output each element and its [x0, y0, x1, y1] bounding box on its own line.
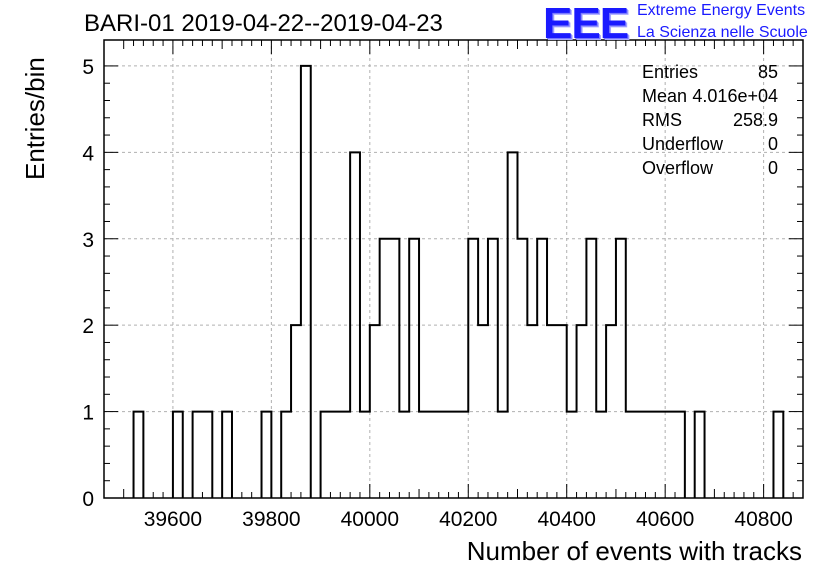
- y-tick-label: 1: [82, 402, 94, 425]
- histogram-series: [132, 64, 785, 498]
- x-tick-label: 40800: [734, 508, 792, 531]
- stat-value: 0: [767, 134, 778, 154]
- stat-row-mean: Mean 4.016e+04: [642, 84, 778, 108]
- histogram-bin: [596, 412, 606, 498]
- histogram-bin: [330, 412, 340, 498]
- histogram-bin: [517, 239, 527, 498]
- x-axis-label: Number of events with tracks: [466, 536, 802, 566]
- histogram-bin: [626, 412, 636, 498]
- stat-row-underflow: Underflow 0: [642, 132, 778, 156]
- stat-row-entries: Entries 85: [642, 60, 778, 84]
- x-tick-label: 39600: [144, 508, 202, 531]
- y-tick-label: 2: [82, 315, 94, 338]
- histogram-bin: [655, 412, 665, 498]
- histogram-bin: [508, 152, 518, 498]
- histogram-bin: [399, 412, 409, 498]
- histogram-bin: [577, 325, 587, 498]
- plot-frame: [103, 39, 804, 499]
- stat-row-overflow: Overflow 0: [642, 156, 778, 180]
- x-tick-label: 40000: [341, 508, 399, 531]
- histogram-bin: [370, 325, 380, 498]
- stat-value: 4.016e+04: [692, 86, 778, 106]
- histogram-bin: [429, 412, 439, 498]
- y-tick-label: 0: [82, 488, 94, 511]
- histogram-bin: [636, 412, 646, 498]
- stat-key: RMS: [642, 110, 682, 130]
- histogram-bin: [468, 239, 478, 498]
- histogram-bin: [665, 412, 675, 498]
- histogram-bin: [262, 412, 272, 498]
- chart-title: BARI-01 2019-04-22--2019-04-23: [84, 10, 443, 37]
- stat-key: Overflow: [642, 158, 714, 178]
- x-tick-label: 40400: [538, 508, 596, 531]
- histogram-bin: [360, 412, 370, 498]
- histogram-bin: [606, 325, 616, 498]
- y-tick-label: 3: [82, 229, 94, 252]
- histogram-bin: [321, 412, 331, 498]
- x-tick-label: 40200: [439, 508, 497, 531]
- y-tick-label: 5: [82, 56, 94, 79]
- histogram-bin: [222, 412, 232, 498]
- stat-value: 85: [757, 62, 778, 82]
- y-axis-label: Entries/bin: [20, 57, 50, 180]
- histogram-bin: [390, 239, 400, 498]
- histogram-bin: [527, 325, 537, 498]
- histogram-bin: [202, 412, 212, 498]
- histogram-bin: [586, 239, 596, 498]
- x-tick-label: 40600: [636, 508, 694, 531]
- stats-box: Entries 85 Mean 4.016e+04 RMS 258.9 Unde…: [642, 60, 778, 180]
- x-tick-label: 39800: [242, 508, 300, 531]
- histogram-bin: [340, 412, 350, 498]
- histogram-bin: [350, 152, 360, 498]
- histogram-bin: [419, 412, 429, 498]
- stat-key: Entries: [642, 62, 699, 82]
- stat-value: 258.9: [732, 110, 778, 130]
- histogram-bin: [173, 412, 183, 498]
- histogram-bin: [537, 239, 547, 498]
- logo-line-1: Extreme Energy Events: [637, 2, 806, 19]
- histogram-bin: [291, 325, 301, 498]
- histogram-bin: [616, 239, 626, 498]
- histogram-bin: [409, 239, 419, 498]
- histogram-bin: [498, 412, 508, 498]
- logo-line-2: La Scienza nelle Scuole: [637, 24, 808, 41]
- histogram-bin: [773, 412, 783, 498]
- histogram-bin: [567, 412, 577, 498]
- eee-logo: EEE: [543, 0, 629, 48]
- stat-value: 0: [767, 158, 778, 178]
- histogram-bin: [439, 412, 449, 498]
- histogram-bin: [301, 66, 311, 498]
- histogram-bin: [193, 412, 203, 498]
- histogram-bin: [134, 412, 144, 498]
- stat-row-rms: RMS 258.9: [642, 108, 778, 132]
- stat-key: Underflow: [642, 134, 724, 154]
- histogram-bin: [380, 239, 390, 498]
- histogram-bin: [695, 412, 705, 498]
- histogram-bin: [557, 325, 567, 498]
- histogram-bin: [547, 325, 557, 498]
- stat-key: Mean: [642, 86, 688, 106]
- histogram-bin: [488, 239, 498, 498]
- histogram-bin: [449, 412, 459, 498]
- histogram-bin: [675, 412, 685, 498]
- histogram-bin: [478, 325, 488, 498]
- y-tick-label: 4: [82, 142, 94, 165]
- histogram-bin: [458, 412, 468, 498]
- histogram-bin: [281, 412, 291, 498]
- histogram-bin: [645, 412, 655, 498]
